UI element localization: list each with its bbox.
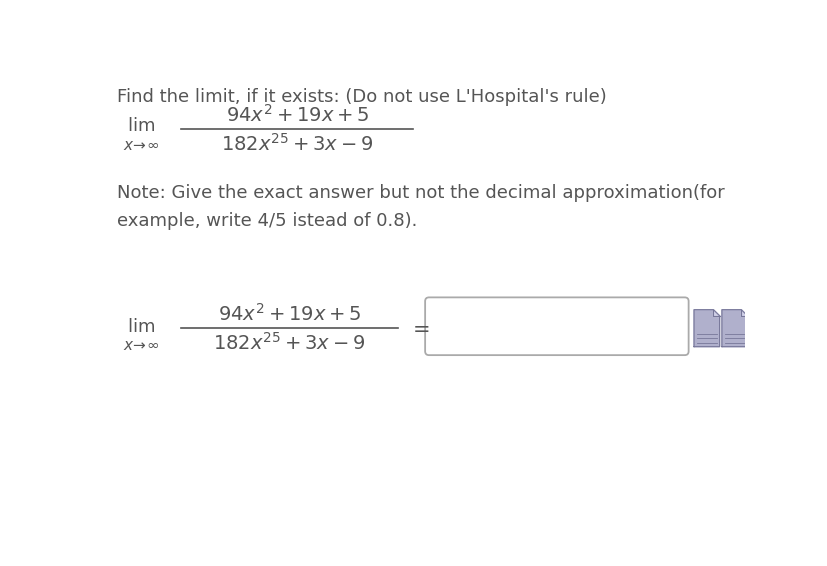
Polygon shape	[721, 310, 747, 346]
Text: Note: Give the exact answer but not the decimal approximation(for
example, write: Note: Give the exact answer but not the …	[117, 184, 724, 230]
Text: Find the limit, if it exists: (Do not use L'Hospital's rule): Find the limit, if it exists: (Do not us…	[117, 88, 606, 106]
Text: $x\!\rightarrow\!\infty$: $x\!\rightarrow\!\infty$	[122, 338, 159, 353]
Text: $\mathrm{lim}$: $\mathrm{lim}$	[127, 117, 155, 135]
FancyBboxPatch shape	[424, 297, 688, 355]
Text: $94x^2 + 19x + 5$: $94x^2 + 19x + 5$	[218, 303, 361, 324]
Text: $182x^{25} + 3x - 9$: $182x^{25} + 3x - 9$	[213, 332, 366, 354]
Text: $\mathrm{lim}$: $\mathrm{lim}$	[127, 318, 155, 336]
Text: $x\!\rightarrow\!\infty$: $x\!\rightarrow\!\infty$	[122, 138, 159, 153]
Polygon shape	[693, 310, 719, 346]
Text: $182x^{25} + 3x - 9$: $182x^{25} + 3x - 9$	[221, 132, 373, 155]
Text: $94x^2 + 19x + 5$: $94x^2 + 19x + 5$	[225, 104, 369, 126]
Polygon shape	[713, 310, 719, 316]
Text: $=$: $=$	[408, 318, 429, 338]
Polygon shape	[740, 310, 747, 316]
